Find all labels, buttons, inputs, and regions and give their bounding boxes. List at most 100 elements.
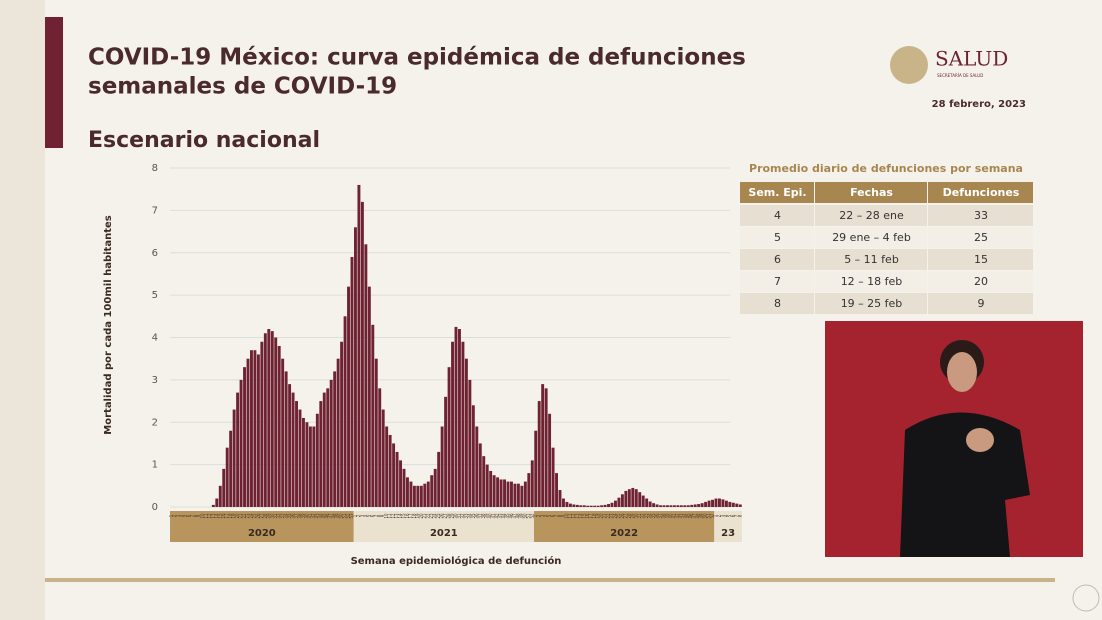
bar [593,505,597,507]
bar [225,447,229,507]
x-tick-label: 4 [543,514,548,517]
bar [527,473,531,507]
bar [475,426,479,507]
bar [433,468,437,507]
table-header-cell [815,182,927,203]
bar [565,501,569,507]
x-tick-label: 23 [429,513,434,519]
x-tick-label: 28 [626,513,631,519]
x-tick-label: 38 [297,513,302,519]
bar [471,405,475,507]
bar [510,481,513,507]
x-tick-label: 29 [630,513,635,519]
x-tick-label: 50 [339,513,344,519]
x-tick-label: 9 [196,514,201,517]
bar [399,460,402,507]
bar [378,388,382,507]
bar [711,499,714,507]
x-tick-label: 20 [418,513,423,519]
bar [263,333,267,507]
x-tick-label: 15 [217,513,222,519]
x-tick-label: 21 [422,513,427,519]
bar [666,505,669,507]
x-tick-label: 12 [571,513,576,519]
x-tick-label: 47 [328,513,333,519]
bar [243,367,246,507]
x-tick-label: 1 [169,514,174,517]
logo-sub: SECRETARÍA DE SALUD [937,73,983,78]
y-tick-label: 0 [152,502,158,513]
bar [468,379,472,507]
x-tick-label: 31 [456,513,461,519]
x-tick-label: 16 [221,513,226,519]
bar [381,409,385,507]
bar [419,485,423,507]
x-tick-label: 46 [508,513,513,519]
x-tick-label: 8 [737,514,742,517]
table-cell-text: 4 [774,209,781,222]
year-label: 2020 [248,528,276,539]
x-tick-label: 16 [585,513,590,519]
x-tick-label: 16 [404,513,409,519]
x-tick-label: 27 [443,513,448,519]
table-title: Promedio diario de defunciones por seman… [749,162,1023,175]
x-tick-label: 5 [366,514,371,517]
x-tick-label: 15 [401,513,406,519]
bar [534,430,538,507]
bar [215,498,219,507]
x-tick-label: 12 [207,513,212,519]
x-tick-label: 6 [370,514,375,517]
bar [503,479,506,507]
x-tick-label: 23 [609,513,614,519]
bar [347,286,350,507]
bar [492,475,496,507]
bar [586,505,590,507]
table-cell [928,249,1033,270]
bar [693,504,697,507]
x-tick-label: 31 [637,513,642,519]
bar [354,227,357,507]
bar [700,503,704,507]
logo: SALUD [935,47,1008,71]
x-tick-label: 8 [193,514,198,517]
bar [683,505,687,507]
bar [444,396,448,507]
x-tick-label: 4 [363,514,368,517]
year-band [170,511,354,542]
x-tick-label: 24 [432,513,437,519]
accent-bar [45,17,63,148]
bar [544,388,548,507]
table-cell [928,227,1033,248]
x-tick-label: 29 [450,513,455,519]
bar [291,392,295,507]
bar [312,426,316,507]
bar [562,498,565,507]
y-axis-label: Mortalidad por cada 100mil habitantes [103,215,114,434]
bar [350,256,354,507]
x-tick-label: 22 [606,513,611,519]
x-tick-label: 51 [526,513,531,519]
x-tick-label: 53 [349,513,354,519]
x-tick-label: 5 [547,514,552,517]
bar [659,505,662,507]
bar [315,413,319,507]
bar [724,500,728,507]
x-tick-label: 45 [505,513,510,519]
x-tick-label: 7 [554,514,559,517]
x-tick-label: 47 [512,513,517,519]
table-cell [740,205,814,226]
x-tick-label: 25 [436,513,441,519]
x-tick-label: 7 [373,514,378,517]
x-axis-label: Semana epidemiológica de defunción [351,555,562,567]
x-tick-label: 13 [210,513,215,519]
footer-line [45,578,1055,582]
logo-seal [890,46,928,84]
x-tick-label: 27 [623,513,628,519]
x-tick-label: 17 [224,513,229,519]
bar [555,473,558,507]
table-cell [740,271,814,292]
x-tick-label: 8 [557,514,562,517]
x-tick-label: 34 [647,513,652,519]
table-cell-text: 20 [974,275,988,288]
